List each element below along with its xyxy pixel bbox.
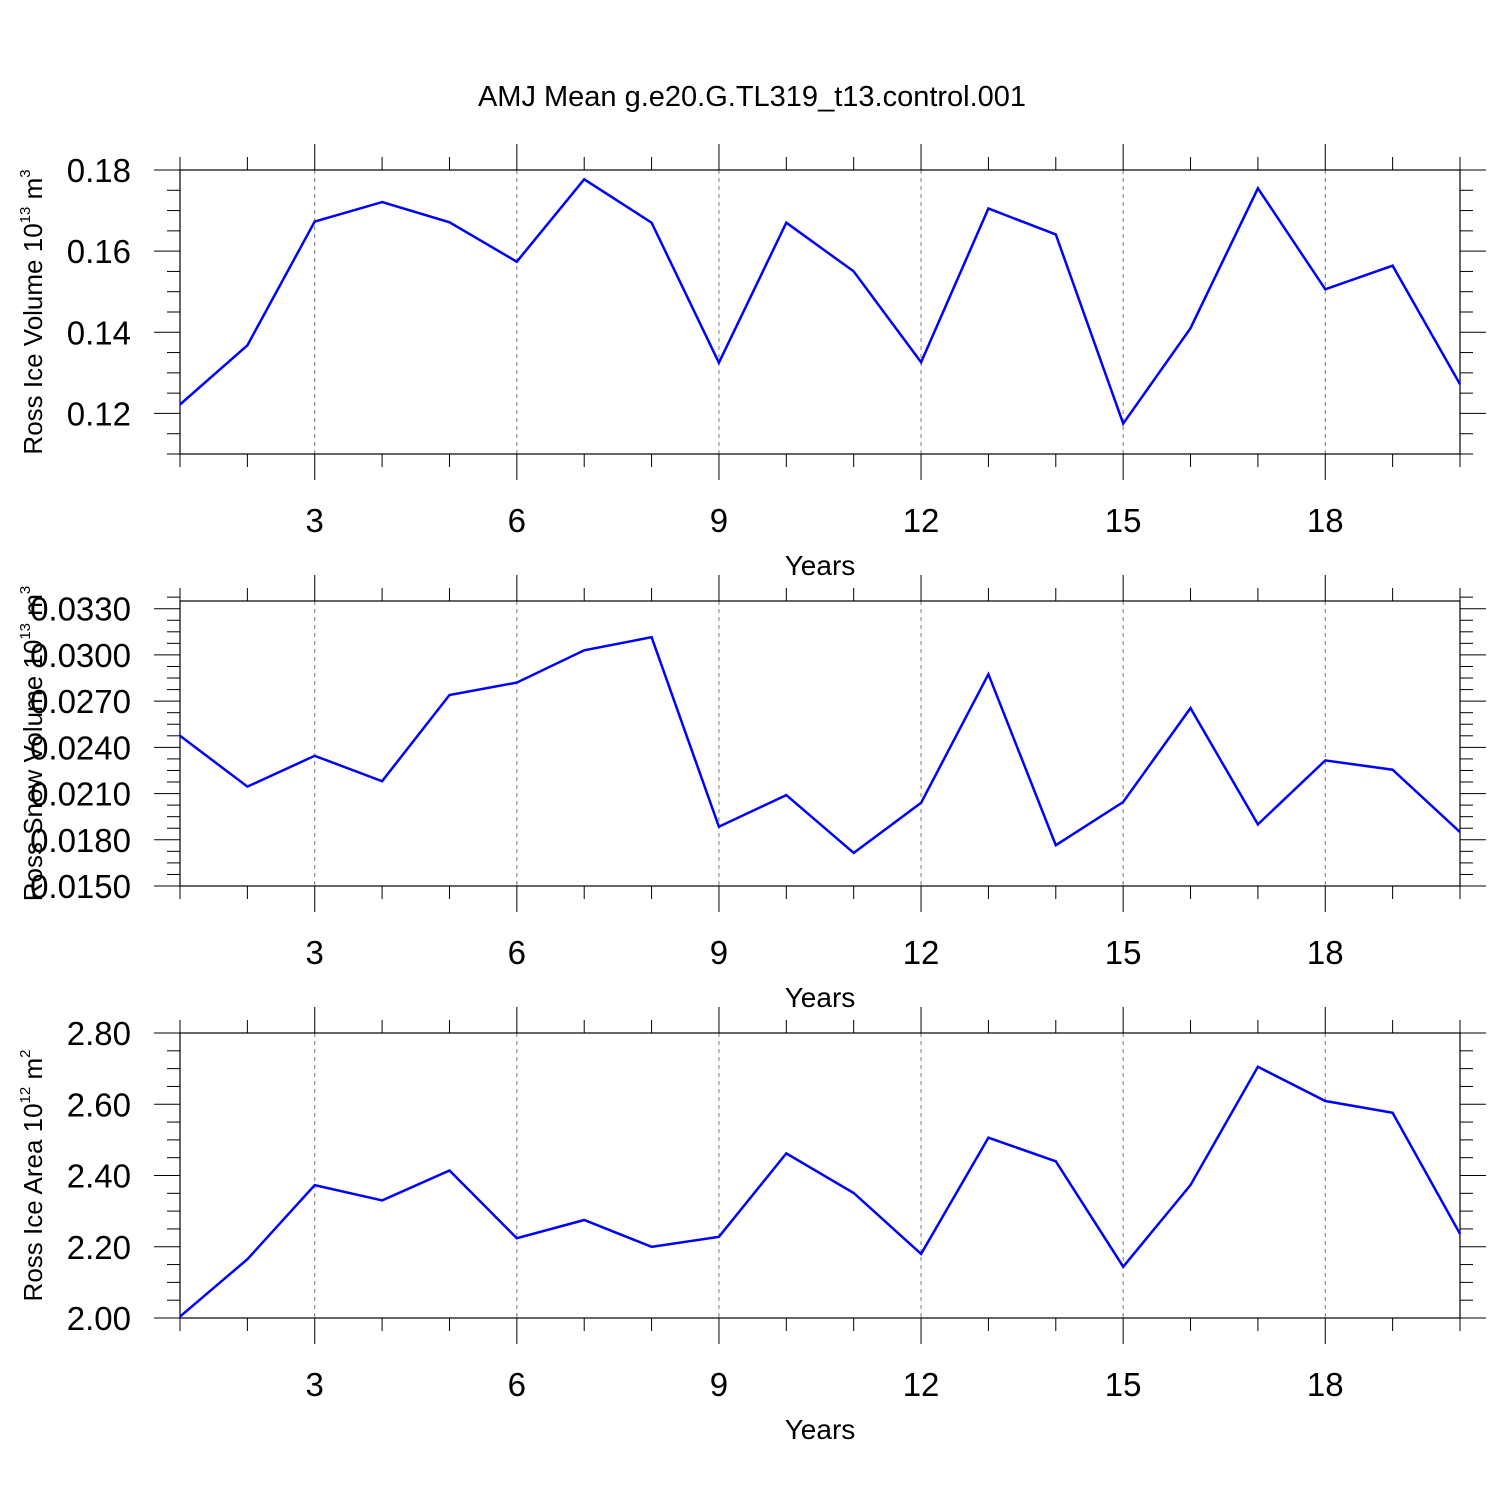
plot-frame (179, 169, 1461, 455)
series-line (179, 635, 1461, 855)
x-tick-label: 6 (508, 1366, 526, 1403)
y-label-unit: m (18, 594, 48, 623)
y-label-text: Ross Ice Area 10 (18, 1103, 48, 1301)
x-tick-label: 3 (306, 1366, 324, 1403)
y-tick-label: 2.40 (67, 1158, 131, 1195)
x-tick-label: 9 (710, 1366, 728, 1403)
y-tick-label: 0.0240 (30, 729, 131, 766)
x-axis-label: Years (785, 982, 856, 1013)
series-line (179, 1065, 1462, 1318)
y-tick-label: 0.16 (67, 233, 131, 270)
y-tick-label: 2.60 (67, 1086, 131, 1123)
y-label-unit-exponent: 3 (17, 586, 34, 594)
y-label-unit-exponent: 2 (17, 1050, 34, 1058)
x-tick-label: 6 (508, 502, 526, 539)
x-tick-label: 18 (1307, 1366, 1344, 1403)
panel-2: 0.0150 0.0180 0.0210 0.0240 0.0270 0.0300 0.03… (17, 575, 1486, 1013)
y-label-unit: m (18, 1058, 48, 1087)
x-tick-label: 12 (903, 934, 940, 971)
x-tick-label: 3 (306, 502, 324, 539)
x-tick-label: 12 (903, 502, 940, 539)
x-tick-label: 9 (710, 502, 728, 539)
y-label-unit-exponent: 3 (17, 169, 34, 177)
y-tick-label: 2.00 (67, 1300, 131, 1337)
x-tick-label: 18 (1307, 502, 1344, 539)
x-tick-label: 18 (1307, 934, 1344, 971)
x-tick-label: 9 (710, 934, 728, 971)
y-label-exponent: 13 (17, 207, 34, 224)
x-tick-label: 12 (903, 1366, 940, 1403)
x-tick-label: 3 (306, 934, 324, 971)
y-tick-label: 2.80 (67, 1015, 131, 1052)
x-tick-label: 15 (1105, 1366, 1142, 1403)
panel-1: 0.12 0.14 0.16 0.18 3 6 9 12 15 18 Years Ross Ice V… (17, 144, 1486, 581)
x-axis-label: Years (785, 1414, 856, 1445)
y-tick-label: 0.12 (67, 395, 131, 432)
y-axis-label: Ross Ice Volume 1013 m3 (17, 169, 48, 454)
y-label-exponent: 12 (17, 1087, 34, 1104)
y-label-unit: m (18, 178, 48, 207)
x-tick-label: 15 (1105, 934, 1142, 971)
y-label-text: Ross Ice Volume 10 (18, 223, 48, 454)
y-label-exponent: 13 (17, 623, 34, 640)
y-tick-label: 0.0150 (30, 868, 131, 905)
plot-frame (179, 600, 1461, 887)
y-tick-label: 2.20 (67, 1229, 131, 1266)
x-tick-label: 15 (1105, 502, 1142, 539)
y-tick-label: 0.0180 (30, 822, 131, 859)
chart-title: AMJ Mean g.e20.G.TL319_t13.control.001 (478, 81, 1026, 113)
panel-3: 2.00 2.20 2.40 2.60 2.80 3 6 9 12 15 18 Years Ross I… (17, 1007, 1486, 1445)
x-axis-label: Years (785, 550, 856, 581)
y-tick-label: 0.14 (67, 314, 131, 351)
panels: 0.12 0.14 0.16 0.18 3 6 9 12 15 18 Years Ross Ice V… (17, 144, 1486, 1445)
x-tick-label: 6 (508, 934, 526, 971)
y-tick-label: 0.0270 (30, 683, 131, 720)
plot-frame (179, 1032, 1461, 1319)
y-label-text: Ross Snow Volume 10 (18, 640, 48, 902)
y-axis-label: Ross Snow Volume 1013 m3 (17, 586, 48, 902)
series-line (179, 177, 1462, 427)
y-tick-label: 0.0210 (30, 776, 131, 813)
y-tick-label: 0.18 (67, 152, 131, 189)
y-tick-label: 0.0300 (30, 637, 131, 674)
y-axis-label: Ross Ice Area 1012 m2 (17, 1050, 48, 1302)
y-tick-label: 0.0330 (30, 591, 131, 628)
